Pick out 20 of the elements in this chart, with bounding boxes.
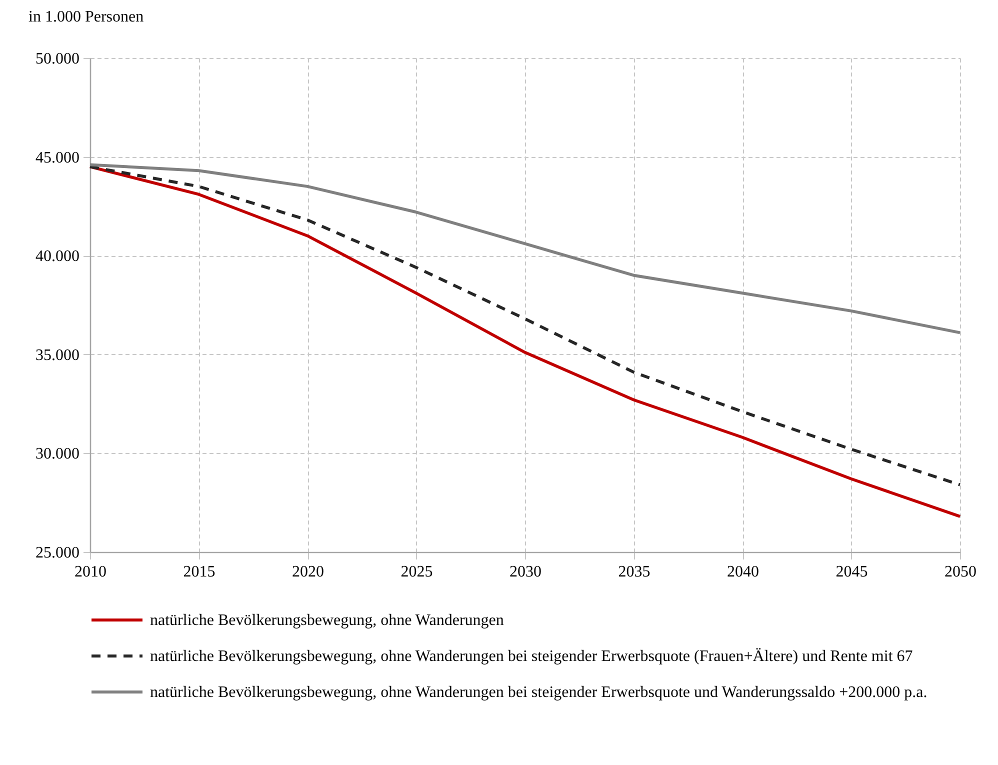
y-tick-label: 40.000: [36, 248, 80, 266]
line-series: [88, 163, 962, 334]
legend-label: natürliche Bevölkerungsbewegung, ohne Wanderungen bei steigender Erwerbsquote und Wanderungssaldo +200.000 p.a.: [150, 684, 928, 701]
x-tick-label: 2030: [510, 564, 542, 580]
x-tick-label: 2045: [836, 564, 868, 580]
x-tick-label: 2050: [944, 564, 976, 580]
x-tick-label: 2010: [74, 564, 106, 580]
x-tick-label: 2035: [618, 564, 650, 580]
x-tick-label: 2020: [292, 564, 324, 580]
y-tick-label: 25.000: [36, 544, 80, 562]
y-axis-title: in 1.000 Personen: [28, 8, 144, 26]
x-tick-label: 2025: [400, 564, 433, 580]
y-tick-label: 30.000: [36, 446, 80, 463]
y-tick-label: 35.000: [36, 346, 80, 364]
legend-label: natürliche Bevölkerungsbewegung, ohne Wanderungen: [150, 612, 504, 629]
y-tick-label: 50.000: [36, 50, 80, 68]
legend-label: natürliche Bevölkerungsbewegung, ohne Wanderungen bei steigender Erwerbsquote (Frauen+Ältere) und Rente mit 67: [150, 648, 913, 665]
x-tick-label: 2040: [727, 564, 759, 580]
x-tick-label: 2015: [183, 564, 216, 580]
y-tick-label: 45.000: [36, 149, 80, 166]
